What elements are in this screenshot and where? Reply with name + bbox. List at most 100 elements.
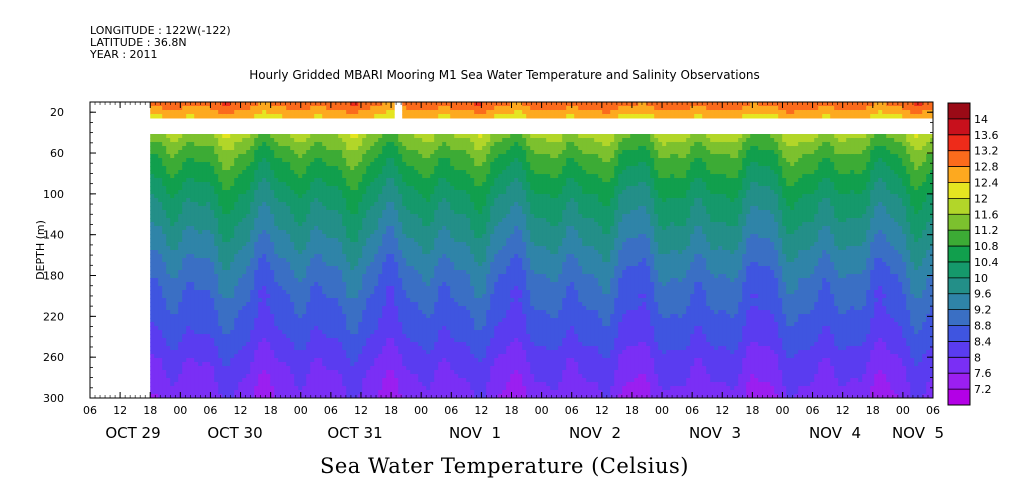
- heatmap-cell: [278, 294, 283, 299]
- heatmap-cell: [194, 230, 199, 235]
- heatmap-cell: [302, 286, 307, 291]
- heatmap-cell: [414, 382, 419, 387]
- heatmap-cell: [350, 202, 355, 207]
- heatmap-cell: [254, 266, 259, 271]
- heatmap-cell: [226, 210, 231, 215]
- heatmap-cell: [218, 390, 223, 395]
- heatmap-cell: [290, 234, 295, 239]
- heatmap-cell: [434, 150, 439, 155]
- heatmap-cell: [270, 278, 275, 283]
- heatmap-cell: [398, 142, 403, 147]
- heatmap-cell: [402, 306, 407, 311]
- heatmap-cell: [306, 158, 311, 163]
- heatmap-cell: [386, 346, 391, 351]
- heatmap-cell: [370, 386, 375, 391]
- heatmap-cell: [234, 326, 239, 331]
- heatmap-cell: [270, 186, 275, 191]
- heatmap-cell: [282, 346, 287, 351]
- heatmap-cell: [402, 274, 407, 279]
- heatmap-cell: [190, 150, 195, 155]
- heatmap-cell: [422, 206, 427, 211]
- heatmap-cell: [198, 162, 203, 167]
- heatmap-cell: [254, 194, 259, 199]
- heatmap-cell: [334, 102, 339, 107]
- heatmap-cell: [434, 146, 439, 151]
- heatmap-cell: [354, 238, 359, 243]
- heatmap-cell: [162, 302, 167, 307]
- heatmap-cell: [162, 182, 167, 187]
- heatmap-cell: [290, 186, 295, 191]
- heatmap-cell: [390, 146, 395, 151]
- heatmap-cell: [342, 202, 347, 207]
- heatmap-cell: [198, 214, 203, 219]
- heatmap-cell: [346, 158, 351, 163]
- heatmap-cell: [154, 306, 159, 311]
- heatmap-cell: [422, 342, 427, 347]
- heatmap-cell: [230, 182, 235, 187]
- heatmap-cell: [198, 138, 203, 143]
- heatmap-cell: [278, 138, 283, 143]
- heatmap-cell: [262, 150, 267, 155]
- heatmap-cell: [298, 362, 303, 367]
- heatmap-cell: [198, 350, 203, 355]
- heatmap-cell: [298, 178, 303, 183]
- heatmap-cell: [154, 210, 159, 215]
- heatmap-cell: [382, 206, 387, 211]
- heatmap-cell: [414, 178, 419, 183]
- heatmap-cell: [310, 394, 315, 398]
- heatmap-cell: [294, 166, 299, 171]
- heatmap-cell: [182, 282, 187, 287]
- heatmap-cell: [158, 390, 163, 395]
- heatmap-cell: [230, 278, 235, 283]
- heatmap-cell: [210, 222, 215, 227]
- heatmap-cell: [402, 322, 407, 327]
- heatmap-cell: [430, 158, 435, 163]
- heatmap-cell: [406, 166, 411, 171]
- heatmap-cell: [338, 234, 343, 239]
- heatmap-cell: [162, 310, 167, 315]
- heatmap-cell: [242, 290, 247, 295]
- heatmap-cell: [370, 318, 375, 323]
- heatmap-cell: [318, 290, 323, 295]
- heatmap-cell: [390, 222, 395, 227]
- heatmap-cell: [234, 298, 239, 303]
- heatmap-cell: [430, 102, 435, 107]
- heatmap-cell: [334, 158, 339, 163]
- heatmap-cell: [154, 266, 159, 271]
- heatmap-cell: [310, 106, 315, 111]
- heatmap-cell: [426, 286, 431, 291]
- heatmap-cell: [238, 306, 243, 311]
- heatmap-cell: [338, 346, 343, 351]
- heatmap-cell: [194, 110, 199, 115]
- heatmap-cell: [178, 154, 183, 159]
- heatmap-cell: [158, 198, 163, 203]
- heatmap-cell: [178, 146, 183, 151]
- heatmap-cell: [342, 246, 347, 251]
- heatmap-cell: [266, 194, 271, 199]
- heatmap-cell: [222, 386, 227, 391]
- heatmap-cell: [222, 182, 227, 187]
- heatmap-cell: [278, 338, 283, 343]
- heatmap-cell: [290, 310, 295, 315]
- heatmap-cell: [186, 134, 191, 139]
- heatmap-cell: [166, 198, 171, 203]
- heatmap-cell: [318, 158, 323, 163]
- heatmap-cell: [390, 290, 395, 295]
- heatmap-cell: [246, 234, 251, 239]
- heatmap-cell: [162, 354, 167, 359]
- heatmap-cell: [178, 294, 183, 299]
- heatmap-cell: [334, 234, 339, 239]
- heatmap-cell: [290, 242, 295, 247]
- heatmap-cell: [382, 142, 387, 147]
- heatmap-cell: [186, 342, 191, 347]
- heatmap-cell: [390, 334, 395, 339]
- heatmap-cell: [366, 198, 371, 203]
- heatmap-cell: [402, 254, 407, 259]
- heatmap-cell: [386, 334, 391, 339]
- heatmap-cell: [214, 346, 219, 351]
- heatmap-cell: [330, 302, 335, 307]
- heatmap-cell: [338, 138, 343, 143]
- heatmap-cell: [374, 378, 379, 383]
- heatmap-cell: [302, 246, 307, 251]
- heatmap-cell: [414, 218, 419, 223]
